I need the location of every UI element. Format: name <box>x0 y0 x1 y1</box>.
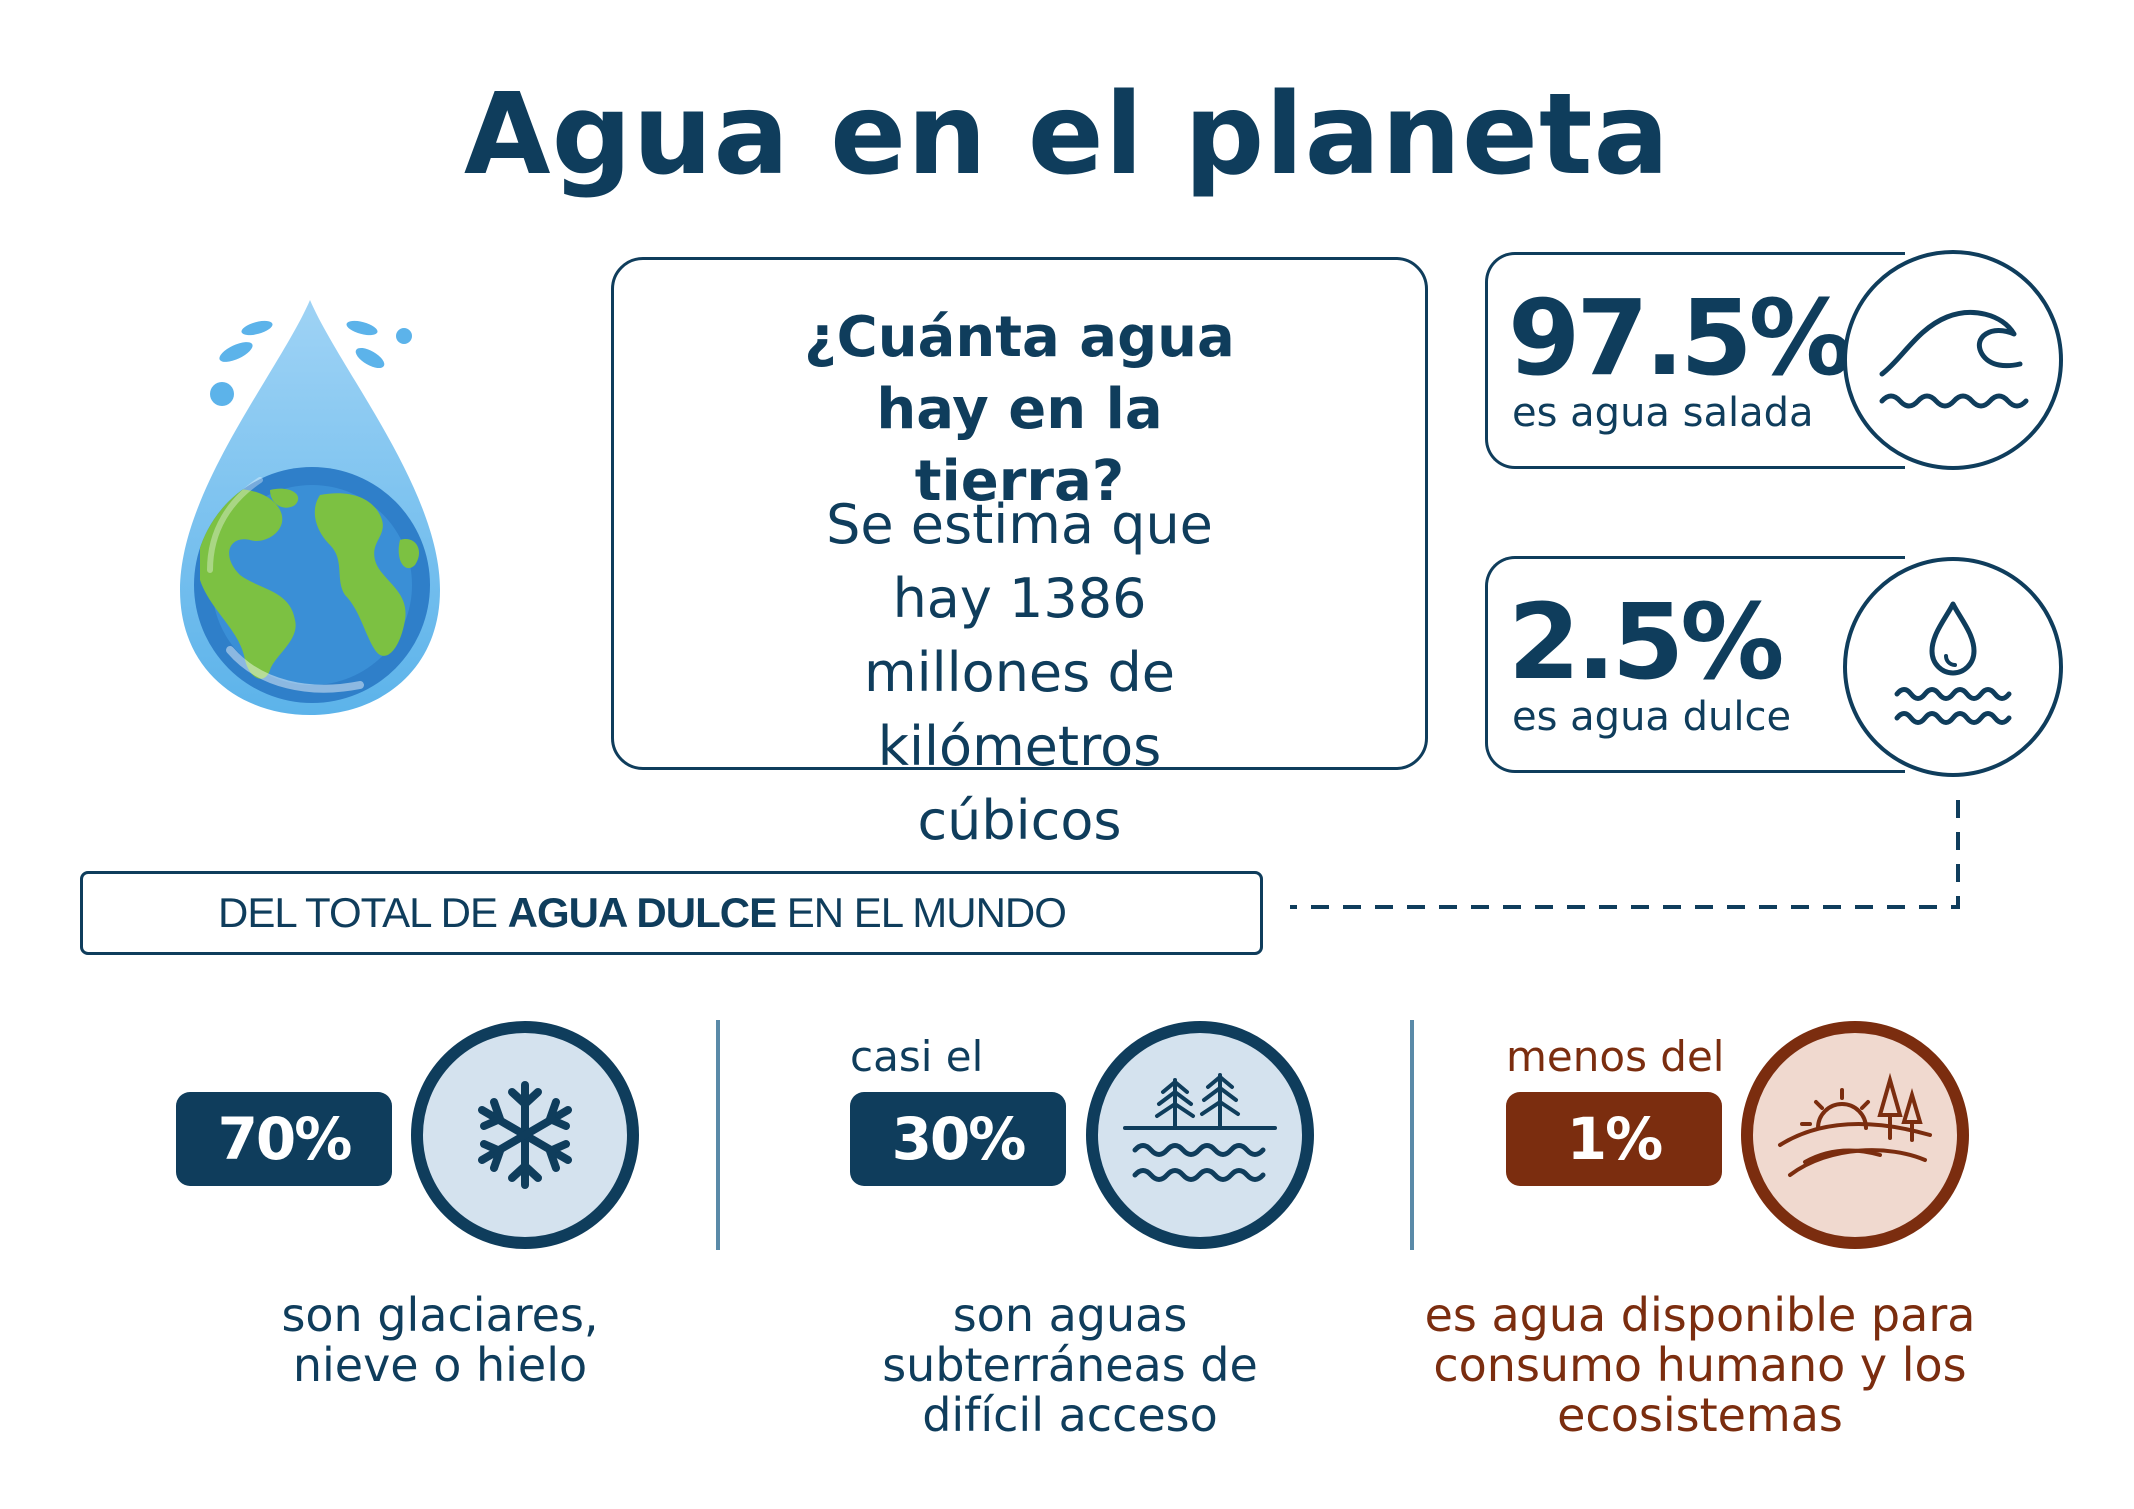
info-card: ¿Cuánta agua hay en la tierra? Se estima… <box>611 257 1428 852</box>
water-drop-icon <box>1843 557 2063 777</box>
info-question: ¿Cuánta agua hay en la tierra? <box>804 305 1235 514</box>
available-prefix: menos del <box>1506 1032 1725 1081</box>
banner-suffix: EN EL MUNDO <box>776 889 1067 936</box>
snowflake-icon <box>411 1021 639 1249</box>
info-text: Se estima que hay 1386 millones de kilóm… <box>826 493 1213 852</box>
underground-water-icon <box>1086 1021 1314 1249</box>
banner-prefix: DEL TOTAL DE <box>218 889 508 936</box>
underground-description: son aguas subterráneas de difícil acceso <box>882 1288 1258 1442</box>
glaciers-description: son glaciares, nieve o hielo <box>281 1288 599 1392</box>
wave-icon <box>1843 250 2063 470</box>
available-description: es agua disponible para consumo humano y… <box>1424 1288 1976 1442</box>
fresh-water-stat: 2.5% es agua dulce <box>1485 556 1905 773</box>
banner-emphasis: AGUA DULCE <box>507 889 777 936</box>
salt-water-label: es agua salada <box>1512 390 1814 436</box>
salt-water-stat: 97.5% es agua salada <box>1485 252 1905 469</box>
dashed-connector <box>1290 800 1960 909</box>
divider <box>716 1020 720 1250</box>
glaciers-percent: 70% <box>176 1092 392 1186</box>
available-percent: 1% <box>1506 1092 1722 1186</box>
underground-prefix: casi el <box>850 1032 984 1081</box>
landscape-icon <box>1741 1021 1969 1249</box>
divider <box>1410 1020 1414 1250</box>
earth-water-drop-icon <box>180 300 440 715</box>
underground-percent: 30% <box>850 1092 1066 1186</box>
fresh-water-value: 2.5% <box>1508 581 1784 703</box>
fresh-water-banner: DEL TOTAL DE AGUA DULCE EN EL MUNDO <box>80 871 1263 955</box>
salt-water-value: 97.5% <box>1508 277 1853 399</box>
fresh-water-label: es agua dulce <box>1512 694 1792 740</box>
page-title: Agua en el planeta <box>463 70 1671 200</box>
